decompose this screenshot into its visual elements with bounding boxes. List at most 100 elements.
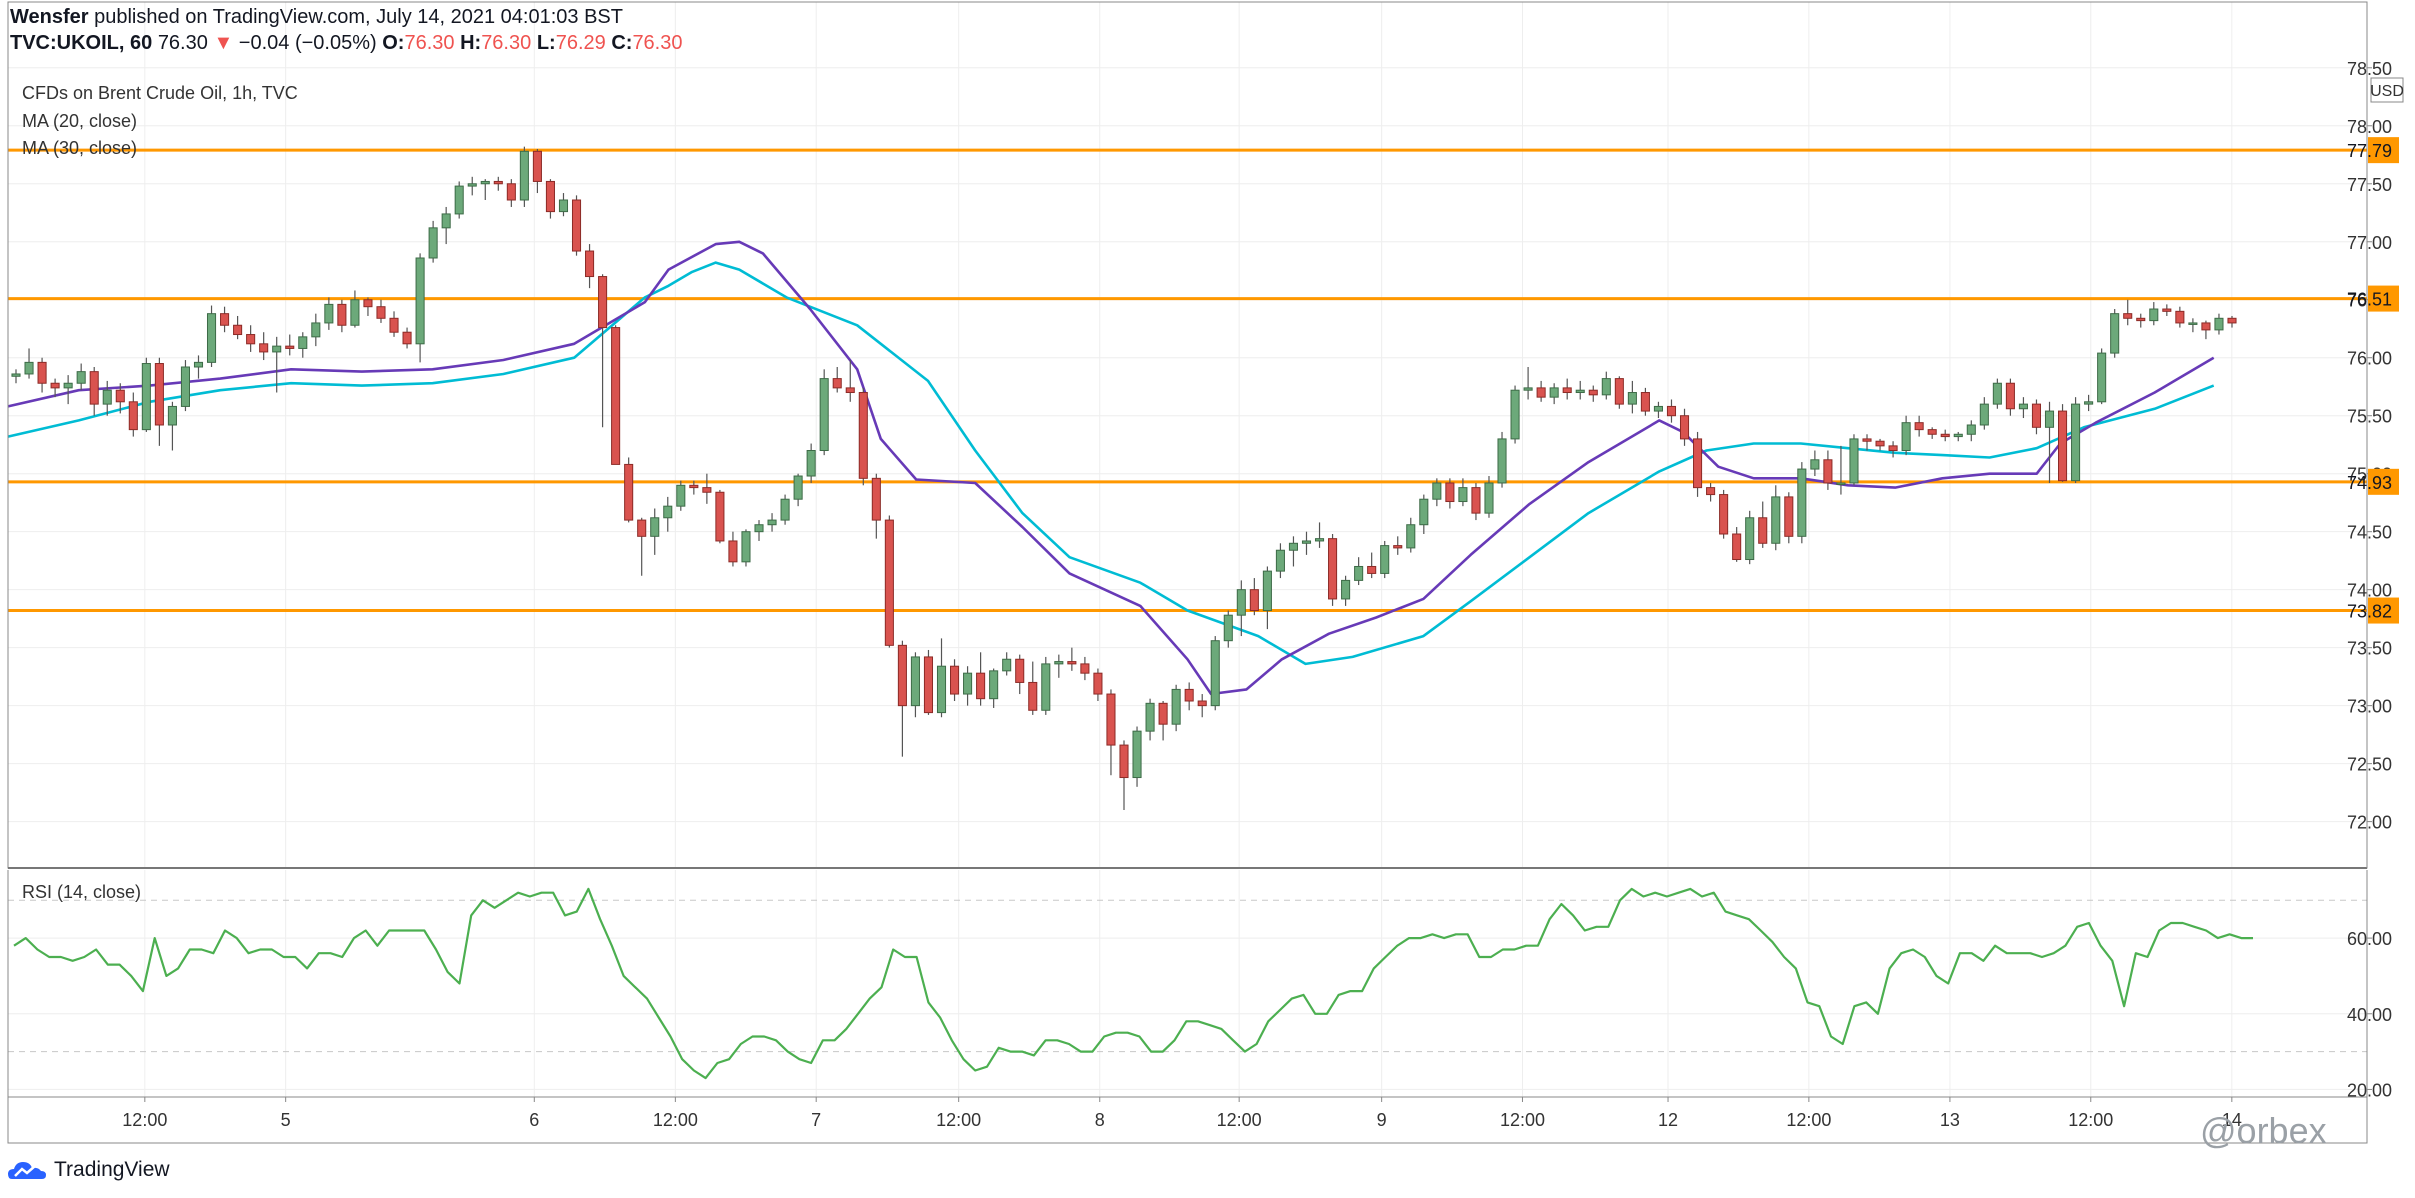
candle-body[interactable] <box>1145 702 1155 732</box>
candle-body[interactable] <box>689 484 699 489</box>
candle-body[interactable] <box>298 336 308 349</box>
candle-body[interactable] <box>1106 693 1116 746</box>
candle-body[interactable] <box>1054 661 1064 665</box>
candle-body[interactable] <box>1275 549 1285 572</box>
candle-body[interactable] <box>1002 658 1012 672</box>
candle-body[interactable] <box>1132 730 1142 779</box>
candle-body[interactable] <box>715 491 725 542</box>
candle-body[interactable] <box>2097 352 2107 403</box>
candle-body[interactable] <box>1328 538 1338 600</box>
candle-body[interactable] <box>2044 410 2055 428</box>
candle-body[interactable] <box>2123 313 2133 319</box>
candle-body[interactable] <box>2201 322 2211 331</box>
candle-body[interactable] <box>102 389 112 405</box>
candle-body[interactable] <box>1562 387 1572 394</box>
candle-body[interactable] <box>311 322 321 338</box>
candle-body[interactable] <box>1523 387 1533 391</box>
candle-body[interactable] <box>363 299 373 308</box>
candle-body[interactable] <box>1015 658 1025 683</box>
candle-body[interactable] <box>402 331 412 345</box>
candle-body[interactable] <box>767 519 777 526</box>
candle-body[interactable] <box>637 519 647 537</box>
candle-body[interactable] <box>1953 433 1963 438</box>
candle-body[interactable] <box>441 213 451 229</box>
candle-body[interactable] <box>50 382 60 389</box>
candle-body[interactable] <box>1927 429 1937 435</box>
candle-body[interactable] <box>1158 702 1168 725</box>
candle-body[interactable] <box>1210 640 1220 707</box>
candle-body[interactable] <box>1784 496 1794 537</box>
candle-body[interactable] <box>2018 403 2028 410</box>
candle-body[interactable] <box>89 371 99 405</box>
candle-body[interactable] <box>1614 378 1624 405</box>
candle-body[interactable] <box>585 250 595 278</box>
candle-body[interactable] <box>1601 378 1611 396</box>
candle-body[interactable] <box>63 382 73 389</box>
candle-body[interactable] <box>676 484 686 507</box>
candle-body[interactable] <box>832 378 842 389</box>
candle-body[interactable] <box>1262 570 1272 612</box>
candle-body[interactable] <box>1380 545 1390 574</box>
candle-body[interactable] <box>1184 688 1194 702</box>
candle-body[interactable] <box>2188 322 2198 325</box>
candle-body[interactable] <box>272 345 282 353</box>
candle-body[interactable] <box>1223 614 1233 642</box>
candle-body[interactable] <box>1901 422 1911 452</box>
candle-body[interactable] <box>154 363 164 426</box>
candle-body[interactable] <box>1693 438 1703 489</box>
candle-body[interactable] <box>1354 565 1364 581</box>
candle-body[interactable] <box>793 475 803 500</box>
candle-body[interactable] <box>493 180 503 185</box>
candle-body[interactable] <box>923 656 934 714</box>
candle-body[interactable] <box>1653 405 1663 412</box>
candle-body[interactable] <box>1758 517 1768 544</box>
candle-body[interactable] <box>1979 403 1989 426</box>
candle-body[interactable] <box>2084 401 2094 405</box>
candle-body[interactable] <box>1471 487 1481 514</box>
symbol[interactable]: TVC:UKOIL, 60 <box>10 32 153 54</box>
candle-body[interactable] <box>545 180 555 213</box>
candle-body[interactable] <box>936 665 947 714</box>
candle-body[interactable] <box>897 644 907 707</box>
candle-body[interactable] <box>1314 538 1325 542</box>
candle-body[interactable] <box>506 183 516 201</box>
candle-body[interactable] <box>233 324 243 336</box>
candle-body[interactable] <box>1041 663 1051 711</box>
candle-body[interactable] <box>845 387 855 394</box>
candle-body[interactable] <box>128 401 138 431</box>
rsi-line[interactable] <box>13 887 2253 1080</box>
time-axis[interactable]: 12:00 5 6 12:00 7 12:00 8 12:00 9 12:00 12 12:00 13 1… <box>122 1097 2242 1130</box>
candle-body[interactable] <box>1341 579 1351 600</box>
candle-body[interactable] <box>963 672 973 695</box>
candle-body[interactable] <box>193 361 204 368</box>
candle-body[interactable] <box>1197 700 1207 707</box>
candle-body[interactable] <box>1236 589 1246 616</box>
candle-body[interactable] <box>1484 482 1494 514</box>
candle-body[interactable] <box>206 313 217 363</box>
candle-body[interactable] <box>1367 565 1377 574</box>
candle-body[interactable] <box>1301 540 1312 544</box>
candle-body[interactable] <box>1679 415 1690 440</box>
candle-body[interactable] <box>1797 468 1807 537</box>
tradingview-logo[interactable]: TradingView <box>8 1158 170 1182</box>
author-name[interactable]: Wensfer <box>10 6 89 28</box>
candle-body[interactable] <box>910 656 920 707</box>
candle-body[interactable] <box>1419 498 1429 526</box>
candle-body[interactable] <box>285 345 295 349</box>
candle-body[interactable] <box>1875 440 1885 447</box>
rsi-legend[interactable]: RSI (14, close) <box>22 882 142 902</box>
candle-body[interactable] <box>76 371 86 384</box>
candle-body[interactable] <box>702 487 712 493</box>
candle-body[interactable] <box>1888 445 1898 452</box>
candle-body[interactable] <box>650 517 660 537</box>
candle-body[interactable] <box>2058 410 2068 482</box>
candle-body[interactable] <box>37 361 47 384</box>
candle-body[interactable] <box>324 303 334 324</box>
candle-body[interactable] <box>24 361 34 375</box>
candle-body[interactable] <box>1119 744 1129 779</box>
candle-body[interactable] <box>1067 661 1077 665</box>
candle-body[interactable] <box>1992 382 2002 405</box>
candle-body[interactable] <box>1810 459 1820 470</box>
candle-body[interactable] <box>1666 405 1677 417</box>
candle-body[interactable] <box>246 334 256 345</box>
